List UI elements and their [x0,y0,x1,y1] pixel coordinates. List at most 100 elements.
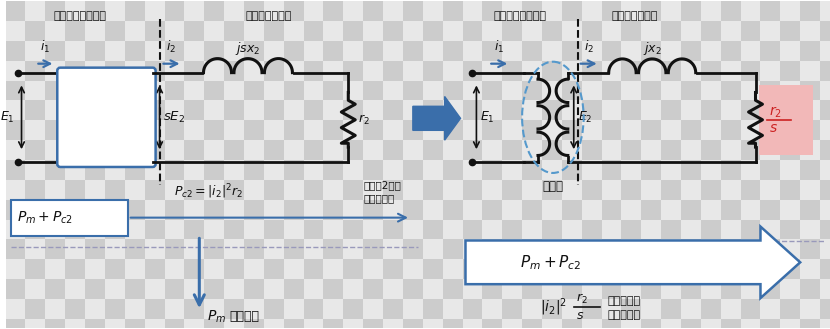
Bar [324,160,344,180]
Bar [760,21,780,41]
Bar [344,81,364,100]
Bar [522,1,542,21]
Bar [662,220,681,240]
Bar [144,100,164,120]
Bar [304,100,324,120]
Bar [364,160,383,180]
Bar [701,61,720,81]
Bar [383,1,403,21]
Bar [204,319,224,329]
Text: $r_2$: $r_2$ [769,104,783,119]
Bar [105,279,124,299]
Bar [602,81,622,100]
Bar [562,140,582,160]
Bar [542,279,562,299]
Text: $r_2$: $r_2$ [576,292,588,306]
Bar [562,240,582,259]
Bar [422,1,442,21]
Text: $P_m$: $P_m$ [208,309,227,325]
Bar [602,279,622,299]
Bar [582,120,602,140]
Bar [681,61,701,81]
Bar [820,100,830,120]
Bar [26,240,46,259]
Bar [482,41,502,61]
Text: ジュール熱: ジュール熱 [608,310,641,320]
Bar [46,180,66,200]
Bar [760,200,780,220]
Bar [542,200,562,220]
Bar [482,200,502,220]
Bar [582,279,602,299]
Bar [204,160,224,180]
Polygon shape [413,96,461,140]
Bar [800,1,820,21]
Bar [622,160,642,180]
Bar [66,259,85,279]
Bar [6,160,26,180]
Bar [304,240,324,259]
Bar [462,299,482,319]
Bar [482,140,502,160]
Bar [482,81,502,100]
Polygon shape [466,227,800,298]
Bar [562,220,582,240]
Bar [602,1,622,21]
Bar [26,200,46,220]
Bar [244,319,264,329]
Bar [422,259,442,279]
Bar [364,61,383,81]
Bar [662,160,681,180]
Bar [244,41,264,61]
Bar [284,100,304,120]
Bar [462,140,482,160]
Bar [562,41,582,61]
Bar [344,1,364,21]
Bar [740,41,760,61]
Bar [522,299,542,319]
Bar [760,319,780,329]
Bar [244,299,264,319]
Bar [701,220,720,240]
Bar [442,200,462,220]
Bar [602,61,622,81]
Bar [602,21,622,41]
Bar [542,220,562,240]
Bar [105,180,124,200]
Bar [124,299,144,319]
Bar [760,259,780,279]
Bar [740,81,760,100]
Bar [760,120,780,140]
Bar [562,259,582,279]
Bar [304,81,324,100]
Bar [124,61,144,81]
Bar [304,279,324,299]
Bar [780,220,800,240]
Bar [6,319,26,329]
Bar [264,41,284,61]
Bar [662,140,681,160]
Bar [562,160,582,180]
Bar [244,81,264,100]
Bar [562,100,582,120]
Text: 等価回路の: 等価回路の [608,296,641,306]
Bar [6,100,26,120]
Bar [264,259,284,279]
Bar [6,259,26,279]
Bar [383,299,403,319]
Bar [642,319,662,329]
Bar [144,220,164,240]
Text: $P_m+P_{c2}$: $P_m+P_{c2}$ [17,210,73,226]
Bar [6,279,26,299]
Bar [264,140,284,160]
Bar [364,299,383,319]
Bar [622,61,642,81]
Bar [26,1,46,21]
Bar [482,220,502,240]
Bar [244,21,264,41]
Bar [26,100,46,120]
Bar [66,41,85,61]
Bar [324,120,344,140]
Bar [244,100,264,120]
Text: $P_m+P_{c2}$: $P_m+P_{c2}$ [520,253,582,272]
